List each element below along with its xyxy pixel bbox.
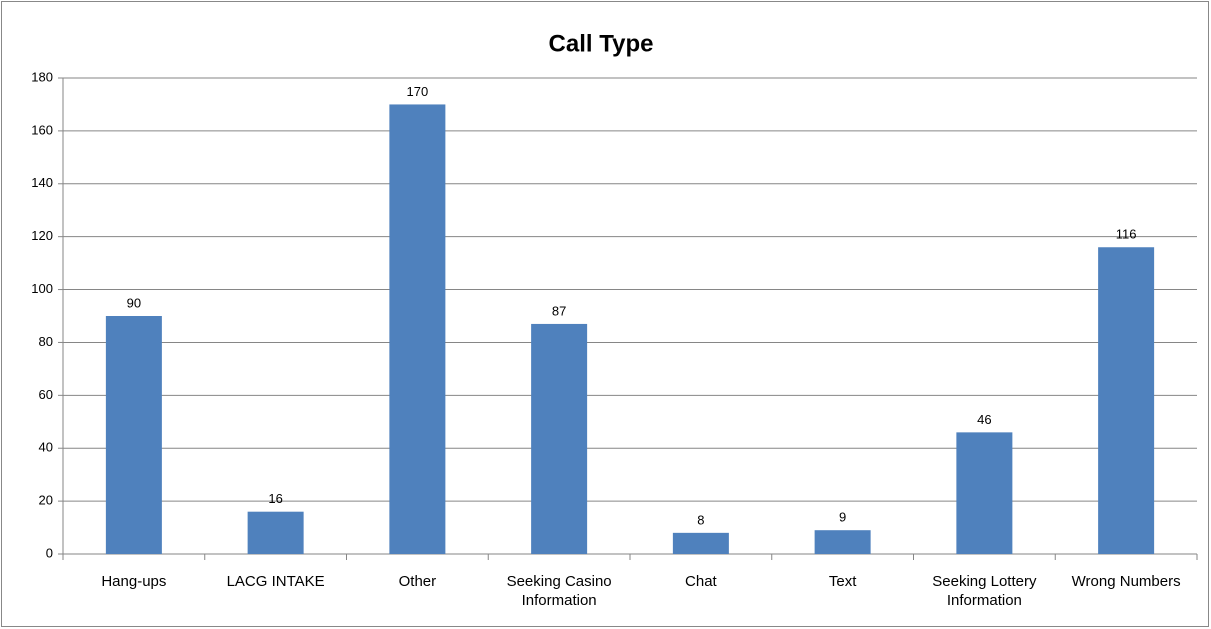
value-label: 8: [697, 512, 704, 527]
bar: [247, 511, 304, 554]
x-tick-label: Other: [398, 573, 437, 590]
bar: [389, 104, 446, 554]
value-label: 46: [977, 412, 991, 427]
chart-title: Call Type: [549, 30, 654, 57]
value-label: 16: [268, 491, 282, 506]
bar: [814, 530, 871, 554]
bar: [105, 316, 162, 554]
bar: [956, 432, 1013, 554]
x-tick-label: Wrong Numbers: [1071, 573, 1181, 590]
y-tick-label: 80: [39, 334, 53, 349]
x-tick-label: Text: [828, 573, 857, 590]
x-tick-label: Chat: [685, 573, 717, 590]
y-tick-label: 180: [31, 69, 53, 84]
y-tick-label: 60: [39, 387, 53, 402]
x-tick-label: Seeking Casino Information: [506, 573, 612, 609]
y-tick-label: 140: [31, 175, 53, 190]
y-tick-label: 20: [39, 493, 53, 508]
value-label: 90: [127, 295, 141, 310]
bar: [672, 532, 729, 554]
x-tick-label: LACG INTAKE: [226, 573, 325, 590]
bar: [1098, 247, 1155, 554]
y-tick-label: 0: [46, 545, 53, 560]
x-tick-label: Seeking Lottery Information: [932, 573, 1037, 609]
y-tick-label: 40: [39, 440, 53, 455]
value-label: 170: [407, 84, 429, 99]
x-tick-label: Hang-ups: [101, 573, 167, 590]
value-label: 87: [552, 303, 566, 318]
y-tick-label: 160: [31, 122, 53, 137]
value-label: 9: [839, 510, 846, 525]
value-label: 116: [1116, 227, 1137, 242]
bar: [531, 323, 588, 554]
y-tick-label: 120: [31, 228, 53, 243]
y-tick-label: 100: [31, 281, 53, 296]
